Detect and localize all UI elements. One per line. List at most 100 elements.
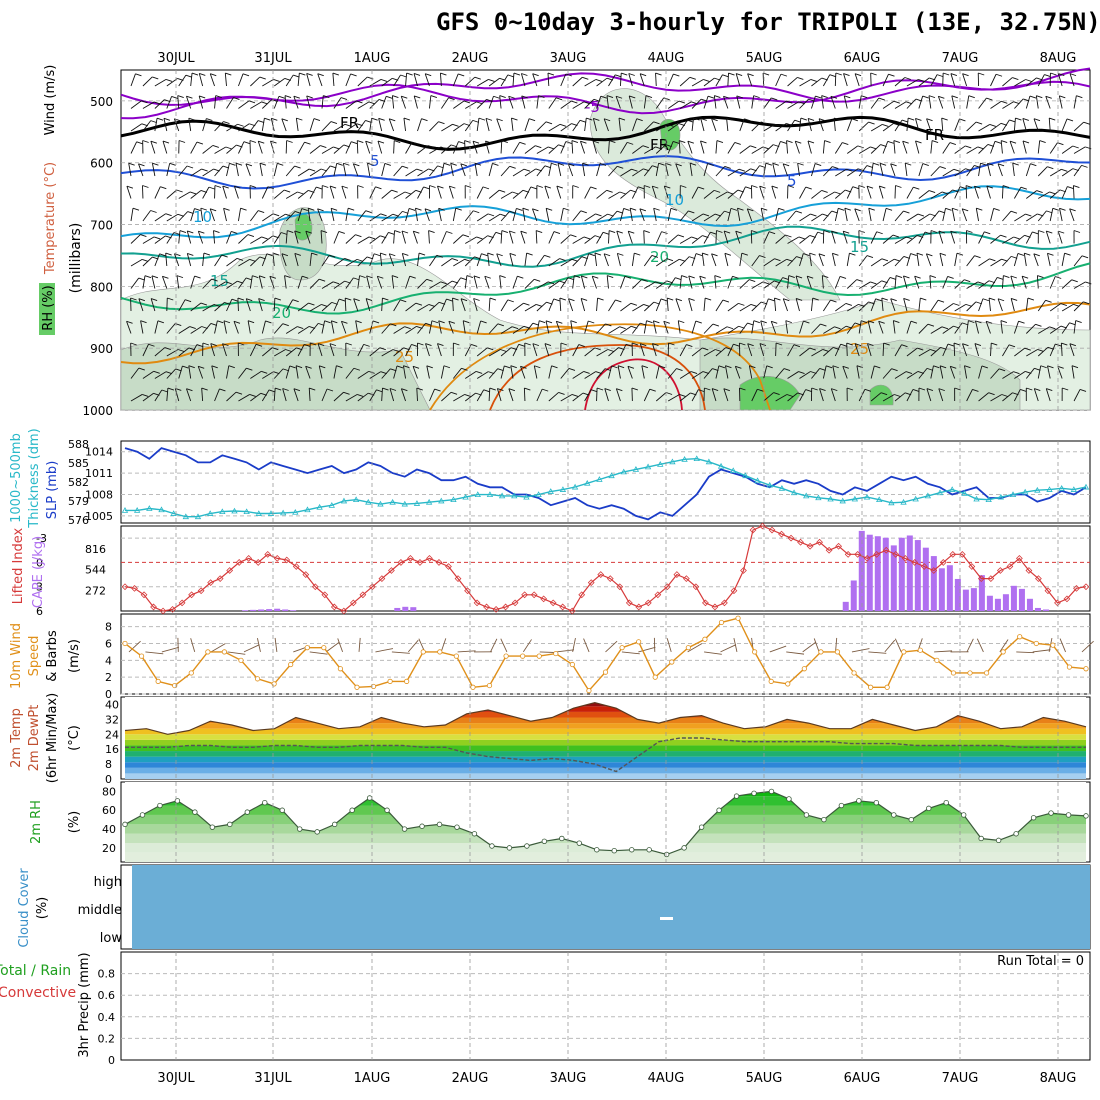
wind-barb-staff (321, 165, 331, 177)
wind-barb-staff (441, 280, 453, 289)
wind-barb-feather (339, 298, 346, 302)
wind10-barb (605, 640, 618, 653)
wind-barb (751, 165, 766, 177)
wind-barb (166, 232, 180, 244)
wind-barb (572, 185, 579, 199)
wind-barb-feather (365, 298, 373, 301)
lifted-index-point (330, 603, 338, 611)
wind-barb (389, 388, 397, 402)
wind-barb-feather (136, 141, 143, 145)
wind-barb (258, 298, 265, 312)
wind-barb-feather (765, 162, 773, 166)
wind-barb-staff (318, 365, 323, 379)
wind-barb (918, 323, 935, 334)
wind-barb-feather (259, 275, 266, 279)
wind-barb-staff (966, 146, 979, 154)
lifted-index-point (568, 607, 576, 615)
wind-barb (453, 394, 471, 402)
wind-barb-staff (890, 163, 896, 177)
wind-barb-staff (975, 320, 979, 334)
wind-barb (799, 320, 810, 334)
wind-barb-feather (430, 95, 438, 99)
wind-barb-staff (811, 349, 823, 357)
wind-barb-staff (130, 123, 143, 132)
wind-barb-staff (1073, 95, 1077, 109)
wind-barb-staff (166, 163, 171, 177)
wind-barb-feather (411, 343, 418, 347)
wind-barb (1025, 323, 1042, 334)
wind-barb-feather (171, 95, 178, 99)
wind-barb-feather (984, 231, 991, 235)
wind-barb (775, 368, 791, 379)
wind-barb (727, 302, 745, 312)
wind-barb-feather (247, 234, 255, 238)
rh2m-point (594, 847, 600, 853)
wind-barb-staff (317, 208, 323, 222)
wind-barb-feather (599, 163, 607, 166)
wind-barb (500, 140, 508, 154)
wind-barb-staff (202, 118, 207, 132)
wind-barb-feather (201, 168, 208, 172)
wind-barb-feather (524, 342, 531, 346)
wind-barb (1049, 207, 1059, 222)
wind-barb-feather (607, 275, 614, 278)
wind10-label-2: Speed (27, 636, 42, 677)
wind-barb-staff (628, 95, 633, 109)
wind-barb (846, 322, 862, 334)
wind-barb (786, 140, 793, 154)
wind-barb-feather (404, 326, 411, 330)
wind-barb-staff (369, 389, 377, 402)
wind-barb-feather (411, 141, 419, 145)
wind-barb-staff (357, 275, 361, 289)
wind-barb (775, 234, 792, 244)
wind-barb (870, 123, 889, 132)
wind-barb (173, 118, 181, 132)
wind-barb (1073, 301, 1090, 312)
wind-barb-feather (965, 185, 973, 188)
wind-barb (379, 252, 387, 267)
wind-barb (811, 349, 829, 357)
wind-barb (584, 347, 601, 357)
wind-barb-staff (763, 280, 775, 289)
wind-barb (452, 367, 468, 379)
wind-barb-staff (727, 72, 729, 87)
wind-barb (906, 186, 920, 199)
wind-barb-staff (711, 253, 717, 267)
wind-barb-staff (643, 230, 645, 244)
wind-barb (890, 163, 897, 177)
wind-barb (214, 281, 232, 289)
wind-barb (321, 281, 340, 289)
wind-barb (1025, 163, 1037, 177)
lifted-index-point (530, 591, 538, 599)
wind-barb-feather (710, 231, 717, 235)
wind10-point (1033, 640, 1039, 647)
wind-barb (285, 74, 300, 87)
wind-barb-staff (1025, 163, 1031, 177)
wind-barb-staff (154, 347, 166, 357)
wind-barb (1013, 320, 1025, 334)
wind10-point (321, 645, 327, 651)
wind-barb-staff (544, 185, 550, 199)
wind-barb-feather (329, 254, 336, 258)
wind-barb-staff (655, 258, 668, 267)
wind-barb-feather (511, 117, 518, 121)
wind-barb-staff (496, 253, 502, 267)
wind-barb-staff (333, 144, 345, 154)
wind-barb-feather (733, 343, 740, 347)
wind-barb-staff (882, 342, 885, 357)
wind-barb-feather (1047, 252, 1054, 256)
wind-barb-feather (568, 298, 575, 302)
wind-barb-feather (868, 121, 875, 125)
wind-barb-staff (763, 365, 768, 379)
wind-barb-staff (452, 208, 457, 222)
wind-barb-staff (966, 301, 977, 312)
wind-barb (870, 298, 882, 312)
wind-barb (365, 140, 372, 154)
wind-barb (571, 140, 579, 154)
wind-barb-staff (186, 388, 192, 402)
wind-barb (400, 388, 408, 402)
wind-barb (401, 252, 409, 267)
wind-barb (858, 121, 875, 132)
wind-barb (309, 322, 325, 334)
wind-barb-staff (1037, 346, 1049, 357)
